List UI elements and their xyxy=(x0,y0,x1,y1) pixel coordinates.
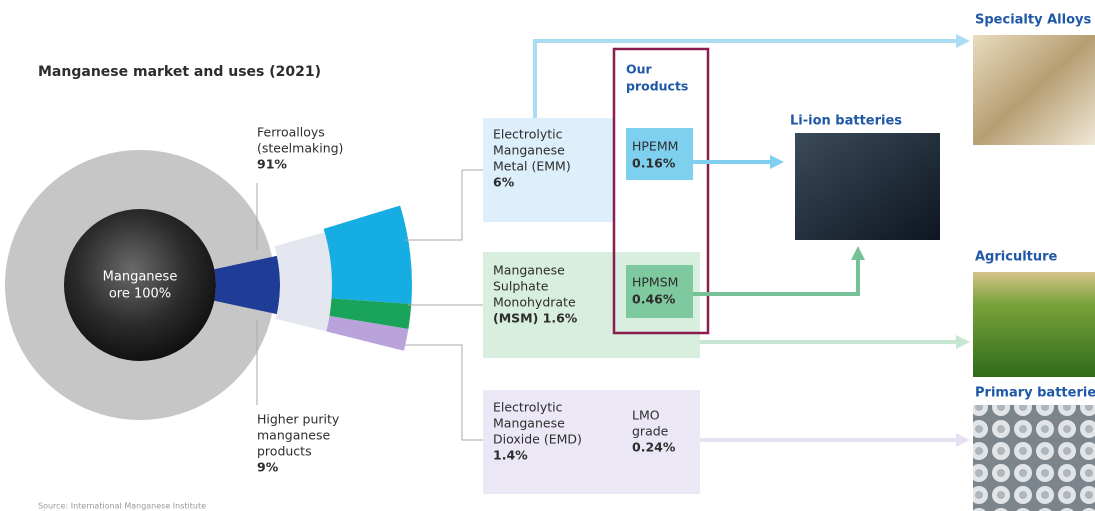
segment-label: Higher purity xyxy=(257,412,340,427)
alloys-image xyxy=(973,35,1095,145)
grade-label: LMO xyxy=(632,408,660,423)
product-label: Sulphate xyxy=(493,279,549,294)
center-label: Manganese xyxy=(103,270,178,285)
use-label: Agriculture xyxy=(975,250,1058,265)
wedge xyxy=(274,232,333,332)
segment-label: manganese xyxy=(257,428,330,443)
grade-label: 0.24% xyxy=(632,440,676,455)
grade-label: 0.16% xyxy=(632,156,676,171)
hpmsm-box xyxy=(626,265,693,318)
use-label: Primary batteries xyxy=(975,386,1095,401)
product-label: Dioxide (EMD) xyxy=(493,432,582,447)
use-label: Specialty Alloys xyxy=(975,13,1091,28)
product-label: 6% xyxy=(493,175,515,190)
li-ion-image xyxy=(795,133,940,240)
product-label: Manganese xyxy=(493,263,565,278)
hpemm-box xyxy=(626,128,693,180)
title: Manganese market and uses (2021) xyxy=(38,64,321,80)
connectors xyxy=(256,169,483,441)
segment-label: 91% xyxy=(257,157,287,172)
grade-label: grade xyxy=(632,424,669,439)
product-label: (MSM) 1.6% xyxy=(493,311,578,326)
segment-label: 9% xyxy=(257,460,279,475)
segment-label: products xyxy=(257,444,312,459)
wedge xyxy=(214,255,280,315)
use-label: Li-ion batteries xyxy=(790,114,902,129)
product-label: Electrolytic xyxy=(493,127,563,142)
segment-label: Ferroalloys xyxy=(257,125,325,140)
grade-label: HPMSM xyxy=(632,275,678,290)
wedge xyxy=(329,298,412,329)
ore-image xyxy=(64,209,216,361)
wedge xyxy=(326,316,409,351)
grade-label: 0.46% xyxy=(632,292,676,307)
segment-label: (steelmaking) xyxy=(257,141,343,156)
emd-box xyxy=(483,390,700,494)
agriculture-image xyxy=(973,272,1095,377)
our-products-frame xyxy=(612,47,710,335)
product-label: Electrolytic xyxy=(493,400,563,415)
grade-label: HPEMM xyxy=(632,139,678,154)
emm-box xyxy=(483,118,613,222)
primary-image xyxy=(973,405,1095,511)
product-label: Manganese xyxy=(493,416,565,431)
our-products-label: Our xyxy=(626,62,653,77)
product-label: Metal (EMM) xyxy=(493,159,571,174)
wedge xyxy=(323,205,412,304)
product-label: Manganese xyxy=(493,143,565,158)
product-label: Monohydrate xyxy=(493,295,576,310)
product-label: 1.4% xyxy=(493,448,528,463)
our-products-label: products xyxy=(626,79,688,94)
center-label: ore 100% xyxy=(109,287,171,302)
arrows xyxy=(533,34,970,447)
source: Source: International Manganese Institut… xyxy=(38,502,206,511)
